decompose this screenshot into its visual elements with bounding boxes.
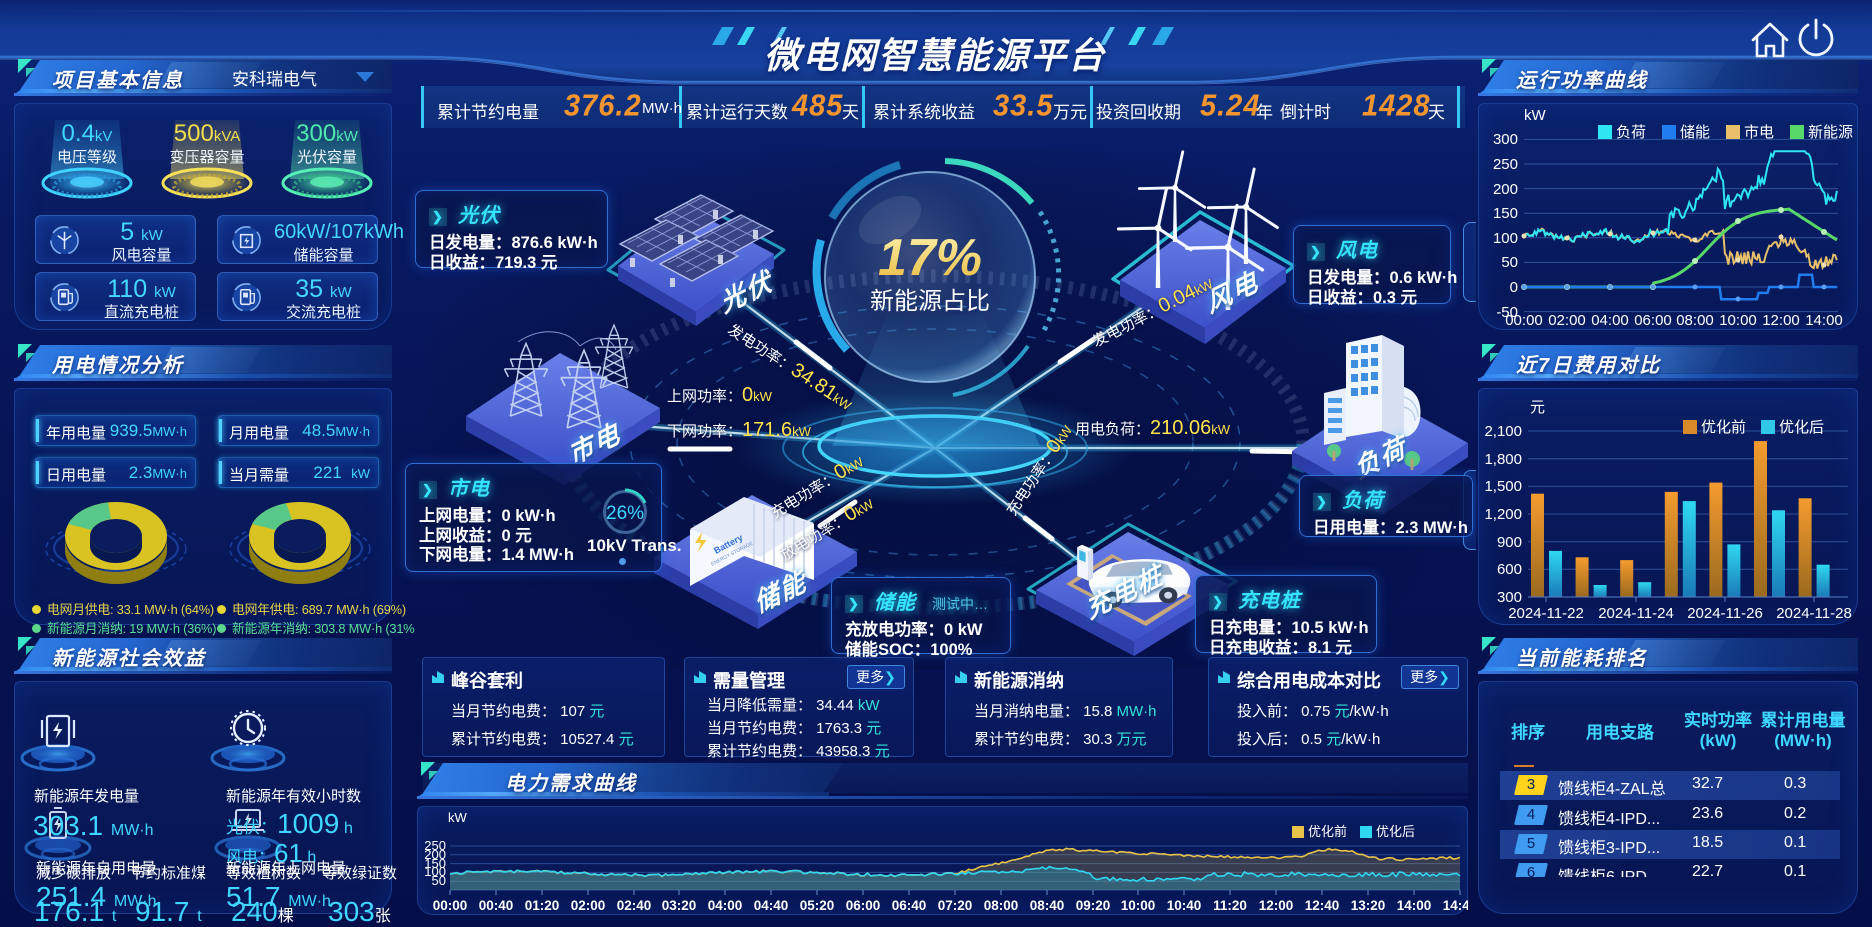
svg-text:150: 150 — [424, 856, 446, 871]
svg-text:01:20: 01:20 — [525, 898, 560, 913]
svg-text:02:00: 02:00 — [1548, 312, 1586, 329]
svg-text:00:00: 00:00 — [433, 898, 468, 913]
svg-text:00:00: 00:00 — [1505, 312, 1543, 329]
svg-text:2024-11-24: 2024-11-24 — [1598, 605, 1674, 622]
svg-text:12:00: 12:00 — [1762, 312, 1800, 329]
svg-text:04:00: 04:00 — [708, 898, 743, 913]
svg-text:600: 600 — [1497, 561, 1522, 578]
svg-text:250: 250 — [1493, 156, 1518, 173]
svg-text:150: 150 — [1493, 205, 1518, 222]
svg-text:2024-11-22: 2024-11-22 — [1508, 605, 1584, 622]
svg-text:06:00: 06:00 — [846, 898, 881, 913]
svg-text:储能: 储能 — [1680, 124, 1710, 141]
svg-text:14:00: 14:00 — [1805, 312, 1843, 329]
svg-text:04:40: 04:40 — [754, 898, 789, 913]
svg-text:17%: 17% — [878, 229, 982, 287]
svg-text:02:40: 02:40 — [617, 898, 652, 913]
svg-text:300: 300 — [1497, 589, 1522, 606]
svg-text:优化后: 优化后 — [1376, 824, 1415, 839]
svg-text:新能源占比: 新能源占比 — [870, 288, 990, 315]
svg-text:1,200: 1,200 — [1484, 506, 1522, 523]
svg-text:00:40: 00:40 — [479, 898, 514, 913]
svg-text:14:00: 14:00 — [1397, 898, 1432, 913]
svg-text:04:00: 04:00 — [1591, 312, 1629, 329]
svg-text:07:20: 07:20 — [938, 898, 973, 913]
svg-text:08:00: 08:00 — [984, 898, 1019, 913]
svg-text:10:40: 10:40 — [1167, 898, 1202, 913]
svg-text:09:20: 09:20 — [1076, 898, 1111, 913]
svg-text:优化前: 优化前 — [1308, 824, 1347, 839]
svg-text:0: 0 — [1510, 279, 1518, 296]
svg-text:200: 200 — [424, 847, 446, 862]
svg-text:03:20: 03:20 — [662, 898, 697, 913]
svg-text:2,100: 2,100 — [1484, 423, 1522, 440]
svg-text:13:20: 13:20 — [1351, 898, 1386, 913]
svg-text:11:20: 11:20 — [1213, 898, 1247, 913]
svg-text:50: 50 — [1501, 254, 1518, 271]
svg-text:2024-11-28: 2024-11-28 — [1776, 605, 1852, 622]
svg-text:14:40: 14:40 — [1443, 898, 1468, 913]
svg-text:200: 200 — [1493, 181, 1518, 198]
svg-text:元: 元 — [1530, 399, 1545, 416]
svg-text:10:00: 10:00 — [1121, 898, 1156, 913]
svg-text:100: 100 — [1493, 230, 1518, 247]
svg-text:12:00: 12:00 — [1259, 898, 1294, 913]
svg-text:100: 100 — [424, 864, 446, 879]
svg-text:10:00: 10:00 — [1719, 312, 1757, 329]
svg-text:250: 250 — [424, 838, 446, 853]
svg-text:kW: kW — [448, 810, 468, 825]
svg-text:1,800: 1,800 — [1484, 451, 1522, 468]
svg-text:优化前: 优化前 — [1701, 419, 1746, 436]
svg-text:900: 900 — [1497, 534, 1522, 551]
svg-text:新能源: 新能源 — [1808, 124, 1853, 141]
svg-text:负荷: 负荷 — [1616, 124, 1646, 141]
svg-text:50: 50 — [432, 873, 446, 888]
svg-text:优化后: 优化后 — [1779, 419, 1824, 436]
svg-text:06:00: 06:00 — [1634, 312, 1672, 329]
svg-text:08:00: 08:00 — [1676, 312, 1714, 329]
svg-text:08:40: 08:40 — [1030, 898, 1065, 913]
svg-text:06:40: 06:40 — [892, 898, 927, 913]
svg-text:-50: -50 — [1496, 304, 1518, 321]
svg-text:市电: 市电 — [1744, 124, 1774, 141]
svg-text:300: 300 — [1493, 131, 1518, 148]
svg-text:05:20: 05:20 — [800, 898, 835, 913]
svg-text:02:00: 02:00 — [571, 898, 606, 913]
svg-text:1,500: 1,500 — [1484, 478, 1522, 495]
svg-text:12:40: 12:40 — [1305, 898, 1340, 913]
svg-text:kW: kW — [1524, 107, 1547, 124]
svg-text:2024-11-26: 2024-11-26 — [1687, 605, 1763, 622]
